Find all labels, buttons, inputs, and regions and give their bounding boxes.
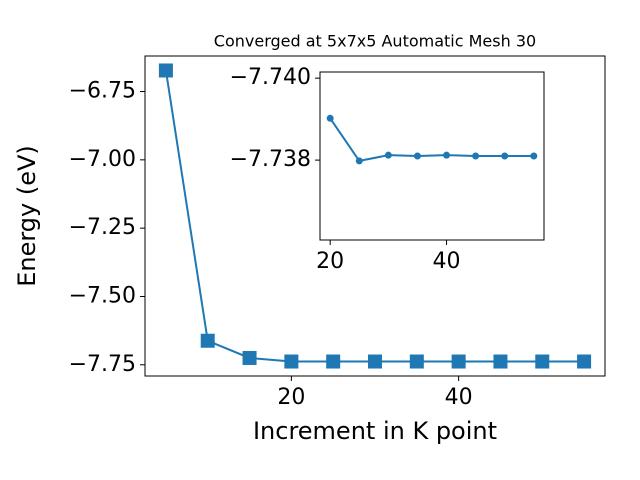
marker	[409, 354, 424, 369]
y-tick-label: −7.75	[69, 352, 136, 377]
x-axis-label: Increment in K point	[253, 417, 497, 445]
marker	[326, 354, 341, 369]
marker	[200, 333, 215, 348]
chart-title: Converged at 5x7x5 Automatic Mesh 30	[214, 32, 536, 51]
marker	[158, 63, 173, 78]
x-tick-label: 20	[277, 385, 305, 410]
y-tick-label: −7.740	[230, 65, 311, 90]
y-tick-label: −6.75	[69, 79, 136, 104]
line	[329, 117, 534, 163]
marker	[355, 157, 363, 165]
y-axis-label: Energy (eV)	[13, 145, 41, 287]
y-tick-label: −7.25	[69, 215, 136, 240]
y-tick-label: −7.50	[69, 283, 136, 308]
marker	[413, 152, 421, 160]
marker	[368, 354, 382, 369]
marker	[443, 151, 451, 159]
marker	[472, 152, 480, 160]
marker	[535, 354, 550, 369]
plot-frame	[144, 55, 606, 377]
marker	[384, 151, 392, 159]
marker	[451, 354, 466, 369]
marker	[501, 152, 509, 160]
x-tick-label: 20	[316, 249, 344, 274]
marker	[493, 354, 508, 369]
y-tick-label: −7.00	[69, 147, 136, 172]
x-tick-label: 40	[445, 385, 473, 410]
y-tick-label: −7.738	[230, 147, 311, 172]
marker	[326, 114, 334, 122]
marker	[284, 354, 299, 369]
marker	[577, 354, 592, 369]
marker	[530, 152, 538, 160]
x-tick-label: 40	[433, 249, 461, 274]
plot-frame	[319, 71, 545, 241]
marker	[242, 350, 257, 365]
